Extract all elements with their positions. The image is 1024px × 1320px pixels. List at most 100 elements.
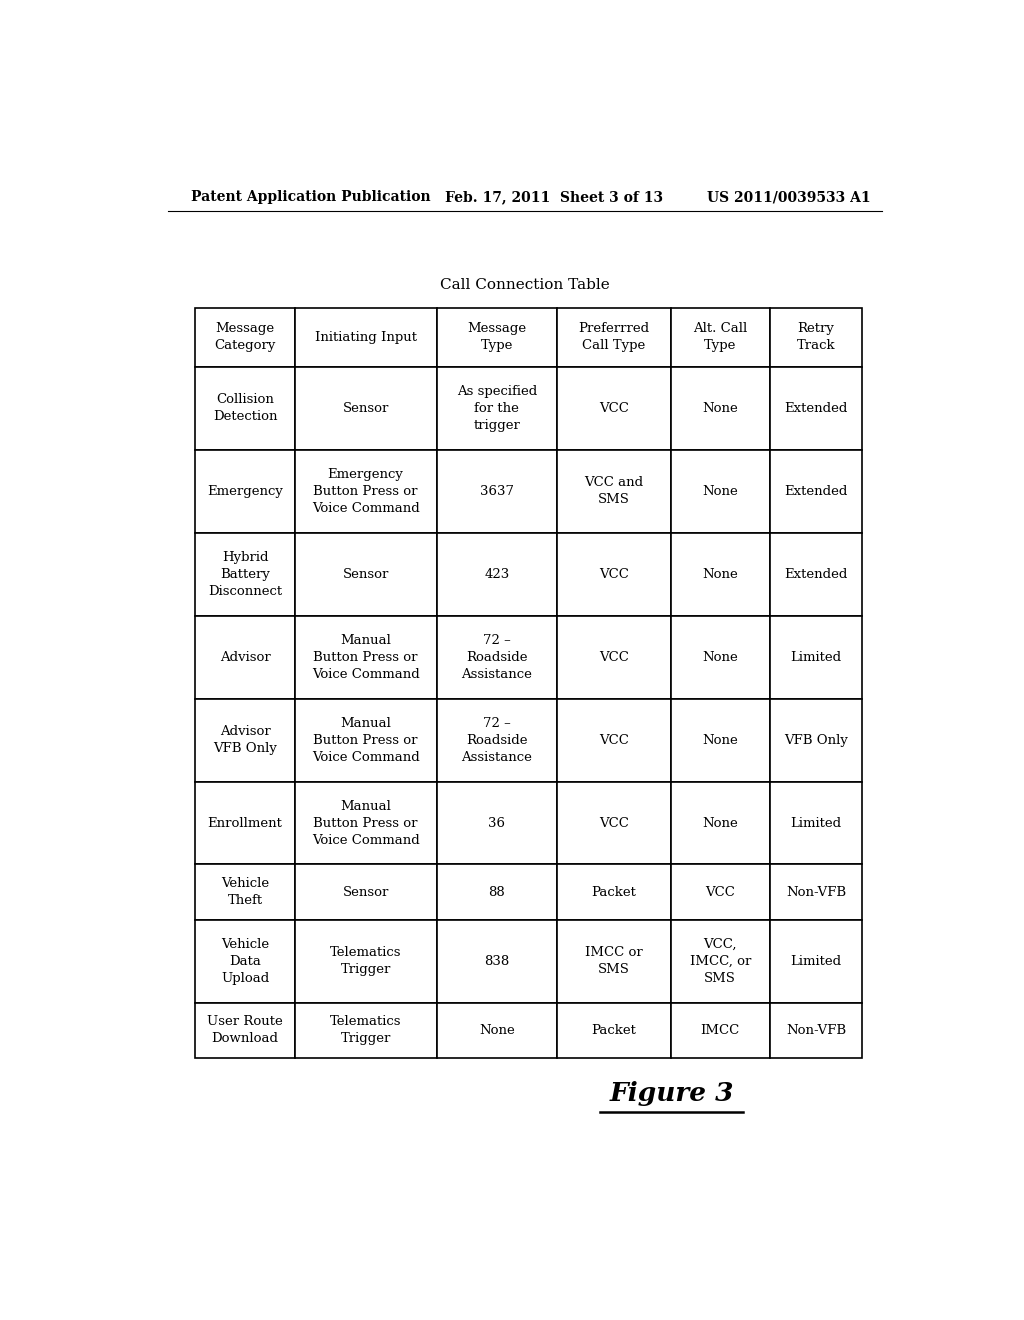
Bar (436, 698, 557, 781)
Bar (770, 781, 862, 865)
Bar (295, 308, 436, 367)
Text: Initiating Input: Initiating Input (314, 331, 417, 345)
Bar (557, 615, 671, 698)
Bar (295, 533, 436, 615)
Bar (671, 615, 770, 698)
Bar (196, 781, 295, 865)
Text: Vehicle
Theft: Vehicle Theft (221, 876, 269, 907)
Bar (557, 781, 671, 865)
Bar (196, 450, 295, 533)
Bar (557, 450, 671, 533)
Text: Limited: Limited (791, 651, 842, 664)
Text: Limited: Limited (791, 954, 842, 968)
Text: Vehicle
Data
Upload: Vehicle Data Upload (221, 937, 269, 985)
Text: Packet: Packet (592, 886, 636, 899)
Text: VCC: VCC (599, 651, 629, 664)
Bar (671, 367, 770, 450)
Text: Sensor: Sensor (342, 568, 389, 581)
Text: Preferrred
Call Type: Preferrred Call Type (579, 322, 649, 352)
Bar (557, 698, 671, 781)
Text: Message
Category: Message Category (214, 322, 275, 352)
Text: 423: 423 (484, 568, 510, 581)
Bar (671, 781, 770, 865)
Bar (196, 920, 295, 1003)
Bar (557, 533, 671, 615)
Text: IMCC: IMCC (700, 1024, 740, 1036)
Bar (770, 450, 862, 533)
Bar (295, 1003, 436, 1057)
Text: Message
Type: Message Type (467, 322, 526, 352)
Text: 36: 36 (488, 817, 506, 829)
Text: Alt. Call
Type: Alt. Call Type (693, 322, 748, 352)
Text: Sensor: Sensor (342, 403, 389, 414)
Bar (436, 865, 557, 920)
Bar (770, 698, 862, 781)
Text: Enrollment: Enrollment (208, 817, 283, 829)
Text: 3637: 3637 (480, 484, 514, 498)
Bar (671, 920, 770, 1003)
Bar (671, 450, 770, 533)
Text: VFB Only: VFB Only (784, 734, 848, 747)
Bar (671, 533, 770, 615)
Bar (436, 450, 557, 533)
Text: VCC: VCC (599, 817, 629, 829)
Text: Feb. 17, 2011  Sheet 3 of 13: Feb. 17, 2011 Sheet 3 of 13 (445, 190, 664, 205)
Text: US 2011/0039533 A1: US 2011/0039533 A1 (708, 190, 871, 205)
Text: Manual
Button Press or
Voice Command: Manual Button Press or Voice Command (311, 634, 420, 681)
Text: User Route
Download: User Route Download (207, 1015, 283, 1045)
Text: Figure 3: Figure 3 (609, 1081, 734, 1106)
Text: Advisor
VFB Only: Advisor VFB Only (213, 725, 278, 755)
Text: Telematics
Trigger: Telematics Trigger (330, 946, 401, 977)
Bar (436, 781, 557, 865)
Text: None: None (702, 817, 738, 829)
Text: Manual
Button Press or
Voice Command: Manual Button Press or Voice Command (311, 717, 420, 763)
Bar (671, 865, 770, 920)
Text: VCC and
SMS: VCC and SMS (585, 477, 643, 507)
Bar (436, 533, 557, 615)
Text: VCC: VCC (599, 734, 629, 747)
Text: Advisor: Advisor (220, 651, 270, 664)
Bar (770, 615, 862, 698)
Bar (196, 698, 295, 781)
Text: Patent Application Publication: Patent Application Publication (191, 190, 431, 205)
Bar (436, 1003, 557, 1057)
Text: Extended: Extended (784, 484, 848, 498)
Bar (671, 1003, 770, 1057)
Bar (196, 308, 295, 367)
Bar (557, 920, 671, 1003)
Text: Extended: Extended (784, 403, 848, 414)
Bar (557, 308, 671, 367)
Text: None: None (702, 568, 738, 581)
Bar (671, 308, 770, 367)
Bar (196, 533, 295, 615)
Text: Packet: Packet (592, 1024, 636, 1036)
Text: VCC: VCC (599, 568, 629, 581)
Bar (436, 615, 557, 698)
Bar (770, 367, 862, 450)
Text: VCC: VCC (599, 403, 629, 414)
Bar (295, 367, 436, 450)
Text: Manual
Button Press or
Voice Command: Manual Button Press or Voice Command (311, 800, 420, 846)
Text: None: None (702, 651, 738, 664)
Text: None: None (702, 484, 738, 498)
Bar (671, 698, 770, 781)
Bar (196, 1003, 295, 1057)
Bar (436, 920, 557, 1003)
Text: As specified
for the
trigger: As specified for the trigger (457, 385, 537, 432)
Bar (770, 308, 862, 367)
Text: 72 –
Roadside
Assistance: 72 – Roadside Assistance (462, 634, 532, 681)
Text: 88: 88 (488, 886, 505, 899)
Bar (295, 698, 436, 781)
Text: Call Connection Table: Call Connection Table (440, 279, 609, 293)
Text: Emergency
Button Press or
Voice Command: Emergency Button Press or Voice Command (311, 467, 420, 515)
Bar (196, 865, 295, 920)
Text: Limited: Limited (791, 817, 842, 829)
Bar (557, 865, 671, 920)
Text: Retry
Track: Retry Track (797, 322, 836, 352)
Bar (196, 367, 295, 450)
Bar (436, 308, 557, 367)
Bar (295, 450, 436, 533)
Bar (557, 1003, 671, 1057)
Text: 72 –
Roadside
Assistance: 72 – Roadside Assistance (462, 717, 532, 763)
Bar (295, 615, 436, 698)
